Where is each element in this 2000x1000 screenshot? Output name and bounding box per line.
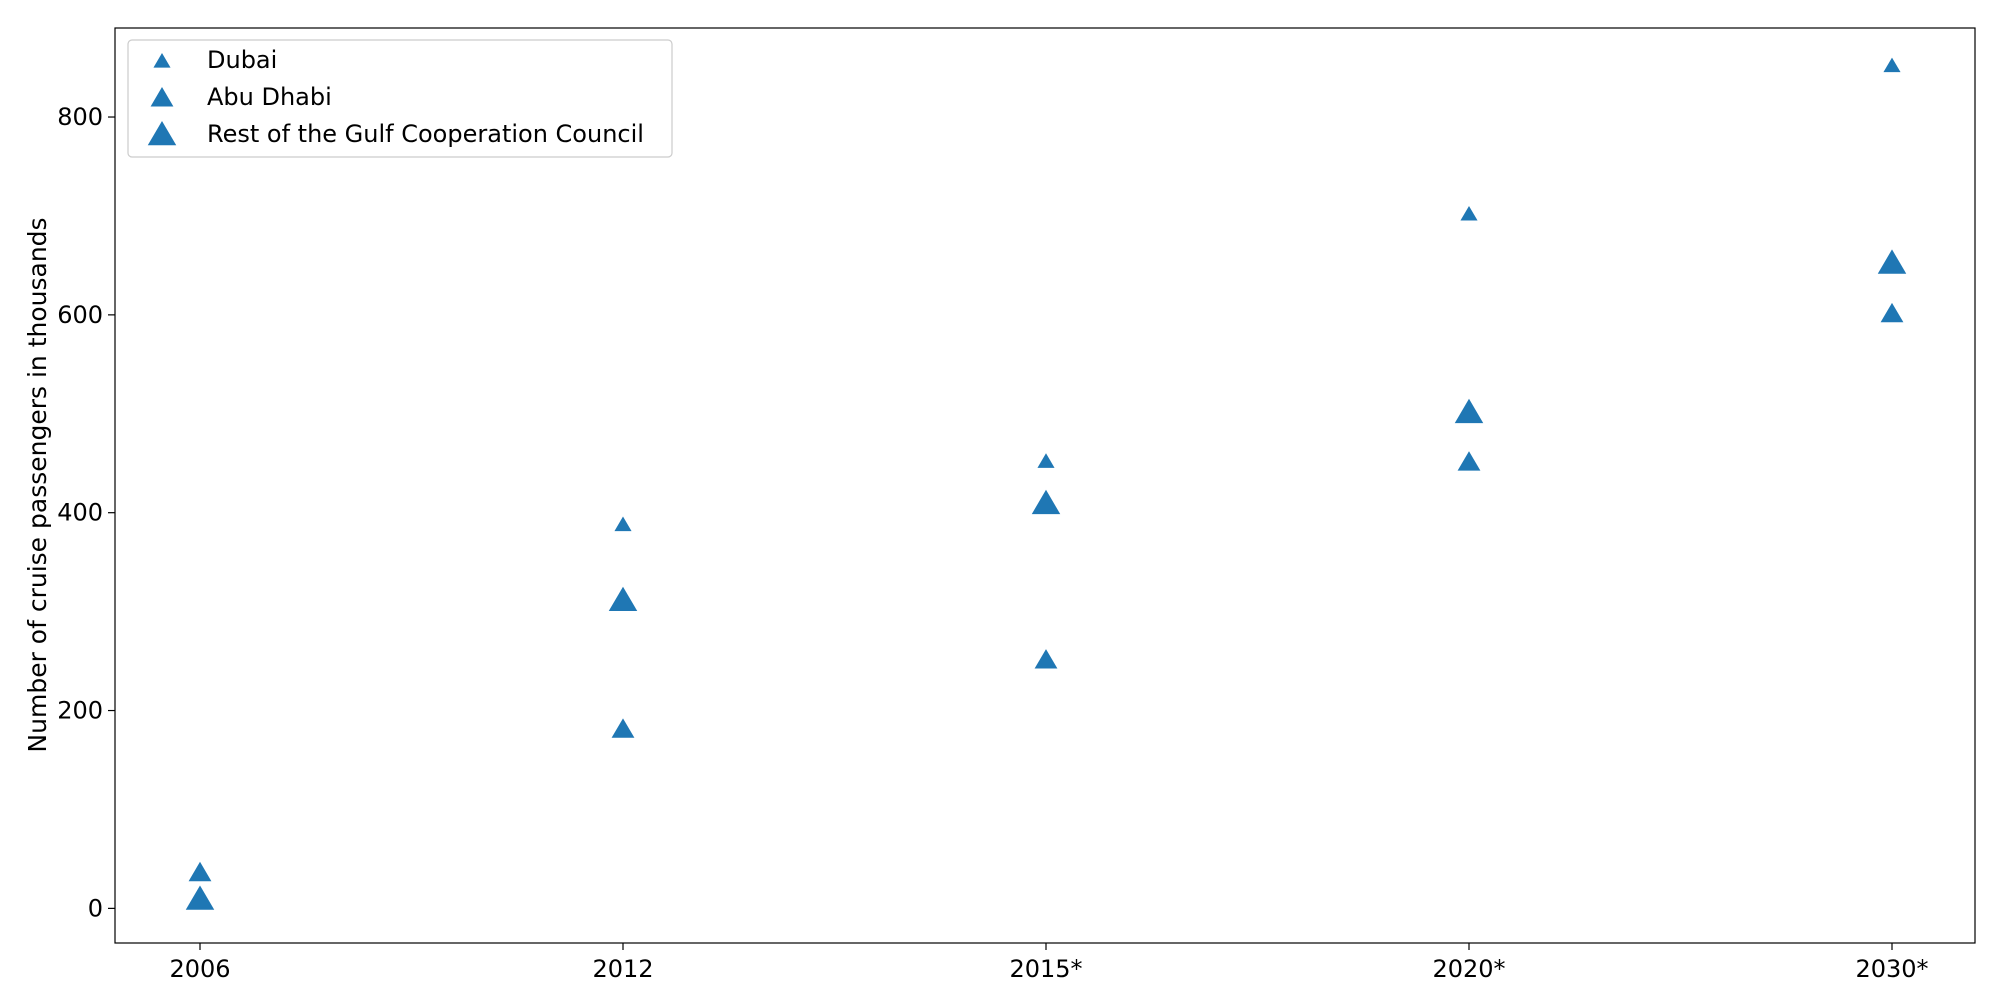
y-tick-label: 200 <box>57 697 103 725</box>
plot-frame <box>114 27 1976 944</box>
legend-marker <box>153 53 171 68</box>
y-tick-label: 600 <box>57 301 103 329</box>
data-point-abu-dhabi <box>1034 649 1058 669</box>
data-point-abu-dhabi <box>611 718 635 738</box>
y-tick-label: 800 <box>57 103 103 131</box>
data-point-rest-of-the-gulf-cooperation-council <box>1454 398 1484 424</box>
legend-label: Rest of the Gulf Cooperation Council <box>207 120 644 148</box>
x-tick-label: 2012 <box>592 955 653 983</box>
legend-label: Dubai <box>207 46 277 74</box>
y-tick-label: 400 <box>57 499 103 527</box>
y-tick-label: 0 <box>88 894 103 922</box>
data-point-rest-of-the-gulf-cooperation-council <box>1031 489 1061 515</box>
data-point-rest-of-the-gulf-cooperation-council <box>608 586 638 612</box>
x-tick-label: 2030* <box>1855 955 1928 983</box>
data-points <box>185 57 1907 910</box>
data-point-dubai <box>1037 453 1055 468</box>
legend: Dubai Abu Dhabi Rest of the Gulf Cooperati… <box>127 39 673 158</box>
x-tick-label: 2015* <box>1009 955 1082 983</box>
data-point-abu-dhabi <box>188 861 212 882</box>
x-axis: 2006 2012 2015* 2020* 2030* <box>169 943 1929 983</box>
y-axis: 0 200 400 600 800 <box>57 103 115 922</box>
legend-label: Abu Dhabi <box>207 83 332 111</box>
legend-marker <box>147 121 177 146</box>
data-point-rest-of-the-gulf-cooperation-council <box>1877 249 1907 274</box>
legend-marker <box>150 87 174 107</box>
data-point-dubai <box>614 516 632 532</box>
data-point-abu-dhabi <box>1880 302 1904 323</box>
legend-box <box>127 39 673 158</box>
x-tick-label: 2020* <box>1432 955 1505 983</box>
data-point-dubai <box>1460 205 1478 221</box>
data-point-dubai <box>1883 57 1901 73</box>
data-point-rest-of-the-gulf-cooperation-council <box>185 885 215 910</box>
x-tick-label: 2006 <box>169 955 230 983</box>
y-axis-title: Number of cruise passengers in thousands <box>23 217 52 752</box>
data-point-abu-dhabi <box>1457 451 1481 471</box>
